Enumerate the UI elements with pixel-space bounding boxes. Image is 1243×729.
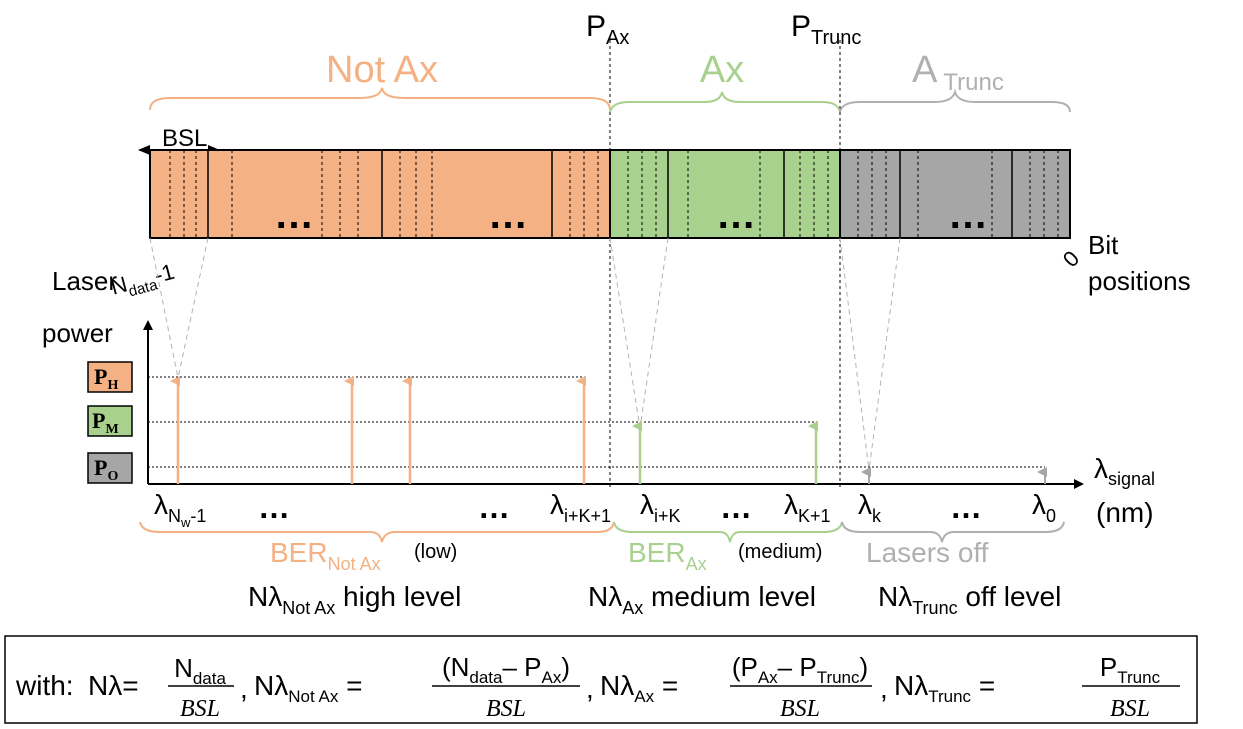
ber-ax-note: (medium) [738, 541, 822, 563]
ber-trunc-label: Lasers off [866, 537, 989, 568]
x-axis-unit: (nm) [1096, 497, 1154, 528]
formula-nl: Nλ= [88, 670, 139, 701]
wavelength-label-k: λk [858, 489, 882, 526]
wavelength-label-ik1: λi+K+1 [550, 489, 611, 526]
x-axis-label: λsignal [1094, 453, 1155, 489]
svg-text:PAx: PAx [586, 10, 629, 49]
axis-ellipsis-4: … [950, 489, 982, 525]
bit-position-left: Ndata-1 [108, 259, 178, 305]
brace-not-ax [149, 87, 611, 111]
laser-arrows-high [170, 376, 586, 484]
region-title-ax: Ax [700, 49, 744, 91]
wavelength-label-k1: λK+1 [784, 489, 831, 526]
laser-arrows-medium [632, 421, 818, 484]
bar-ellipsis-2: … [488, 193, 528, 237]
formula-frac4-num: PTrunc [1100, 652, 1161, 687]
level-trunc: NλTrunc off level [878, 581, 1061, 618]
bit-position-right: 0 [1058, 246, 1084, 272]
formula-frac1-den: BSL [180, 696, 220, 722]
wavelength-label-ik: λi+K [640, 489, 681, 526]
formula-box: with: Nλ= Ndata BSL , NλNot Ax = (Ndata–… [4, 635, 1198, 724]
formula-comma-1: , [240, 673, 248, 704]
region-title-trunc: A Trunc [912, 49, 1004, 96]
formula-comma-2: , [586, 673, 594, 704]
brace-trunc [839, 88, 1071, 113]
bar-ellipsis-1: … [274, 193, 314, 237]
bsl-label: BSL [162, 125, 207, 152]
brace-ber-not-ax [139, 521, 615, 543]
ber-not-ax-label: BERNot Ax [270, 537, 381, 574]
power-level-off: PO [87, 452, 133, 484]
level-ax: NλAx medium level [588, 581, 816, 618]
formula-nl-not-ax: NλNot Ax = [254, 670, 362, 706]
svg-text:PO: PO [94, 455, 118, 484]
formula-frac1-num: Ndata [174, 653, 226, 688]
wavelength-label-nw: λNw-1 [154, 489, 206, 530]
brace-ber-ax [613, 521, 843, 543]
svg-text:PM: PM [92, 408, 119, 437]
p-ax-marker: PAx [586, 10, 629, 490]
svg-text:PH: PH [94, 364, 118, 393]
bit-bar-trunc [839, 149, 1071, 239]
bit-positions-label-1: Bit [1088, 230, 1119, 260]
y-axis-label-1: Laser [52, 266, 117, 296]
projection-lines [149, 237, 901, 471]
formula-frac3-den: BSL [780, 696, 820, 722]
formula-nl-ax: NλAx = [600, 670, 678, 706]
formula-with: with: [15, 670, 74, 701]
brace-ber-trunc [841, 521, 1065, 543]
laser-arrows-off [861, 467, 1047, 484]
formula-nl-trunc: NλTrunc = [894, 670, 995, 706]
bar-ellipsis-4: … [948, 193, 988, 237]
formula-frac3-num: (PAx– PTrunc) [732, 652, 868, 687]
power-reference-lines [148, 376, 1045, 468]
ber-ax-label: BERAx [628, 537, 707, 574]
bar-ellipsis-3: … [716, 193, 756, 237]
bit-bar: … … … … [149, 149, 1071, 239]
axis-ellipsis-3: … [720, 489, 752, 525]
bit-positions-label-2: positions [1088, 266, 1191, 296]
power-level-high: PH [87, 361, 133, 393]
formula-frac4-den: BSL [1110, 696, 1150, 722]
axis-ellipsis-2: … [478, 489, 510, 525]
formula-frac2-num: (Ndata– PAx) [442, 652, 570, 687]
y-axis-label-2: power [42, 318, 113, 348]
axis-ellipsis-1: … [258, 489, 290, 525]
bit-bar-ax [609, 149, 841, 239]
formula-frac2-den: BSL [486, 696, 526, 722]
bit-bar-not-ax [149, 149, 611, 239]
brace-ax [609, 91, 841, 113]
level-not-ax: NλNot Ax high level [248, 581, 461, 618]
ber-not-ax-note: (low) [414, 541, 457, 563]
p-trunc-marker: PTrunc [791, 10, 861, 490]
region-title-not-ax: Not Ax [326, 49, 438, 91]
svg-text:PTrunc: PTrunc [791, 10, 861, 49]
power-level-medium: PM [87, 405, 133, 437]
formula-comma-3: , [880, 673, 888, 704]
wavelength-label-0: λ0 [1032, 489, 1056, 526]
